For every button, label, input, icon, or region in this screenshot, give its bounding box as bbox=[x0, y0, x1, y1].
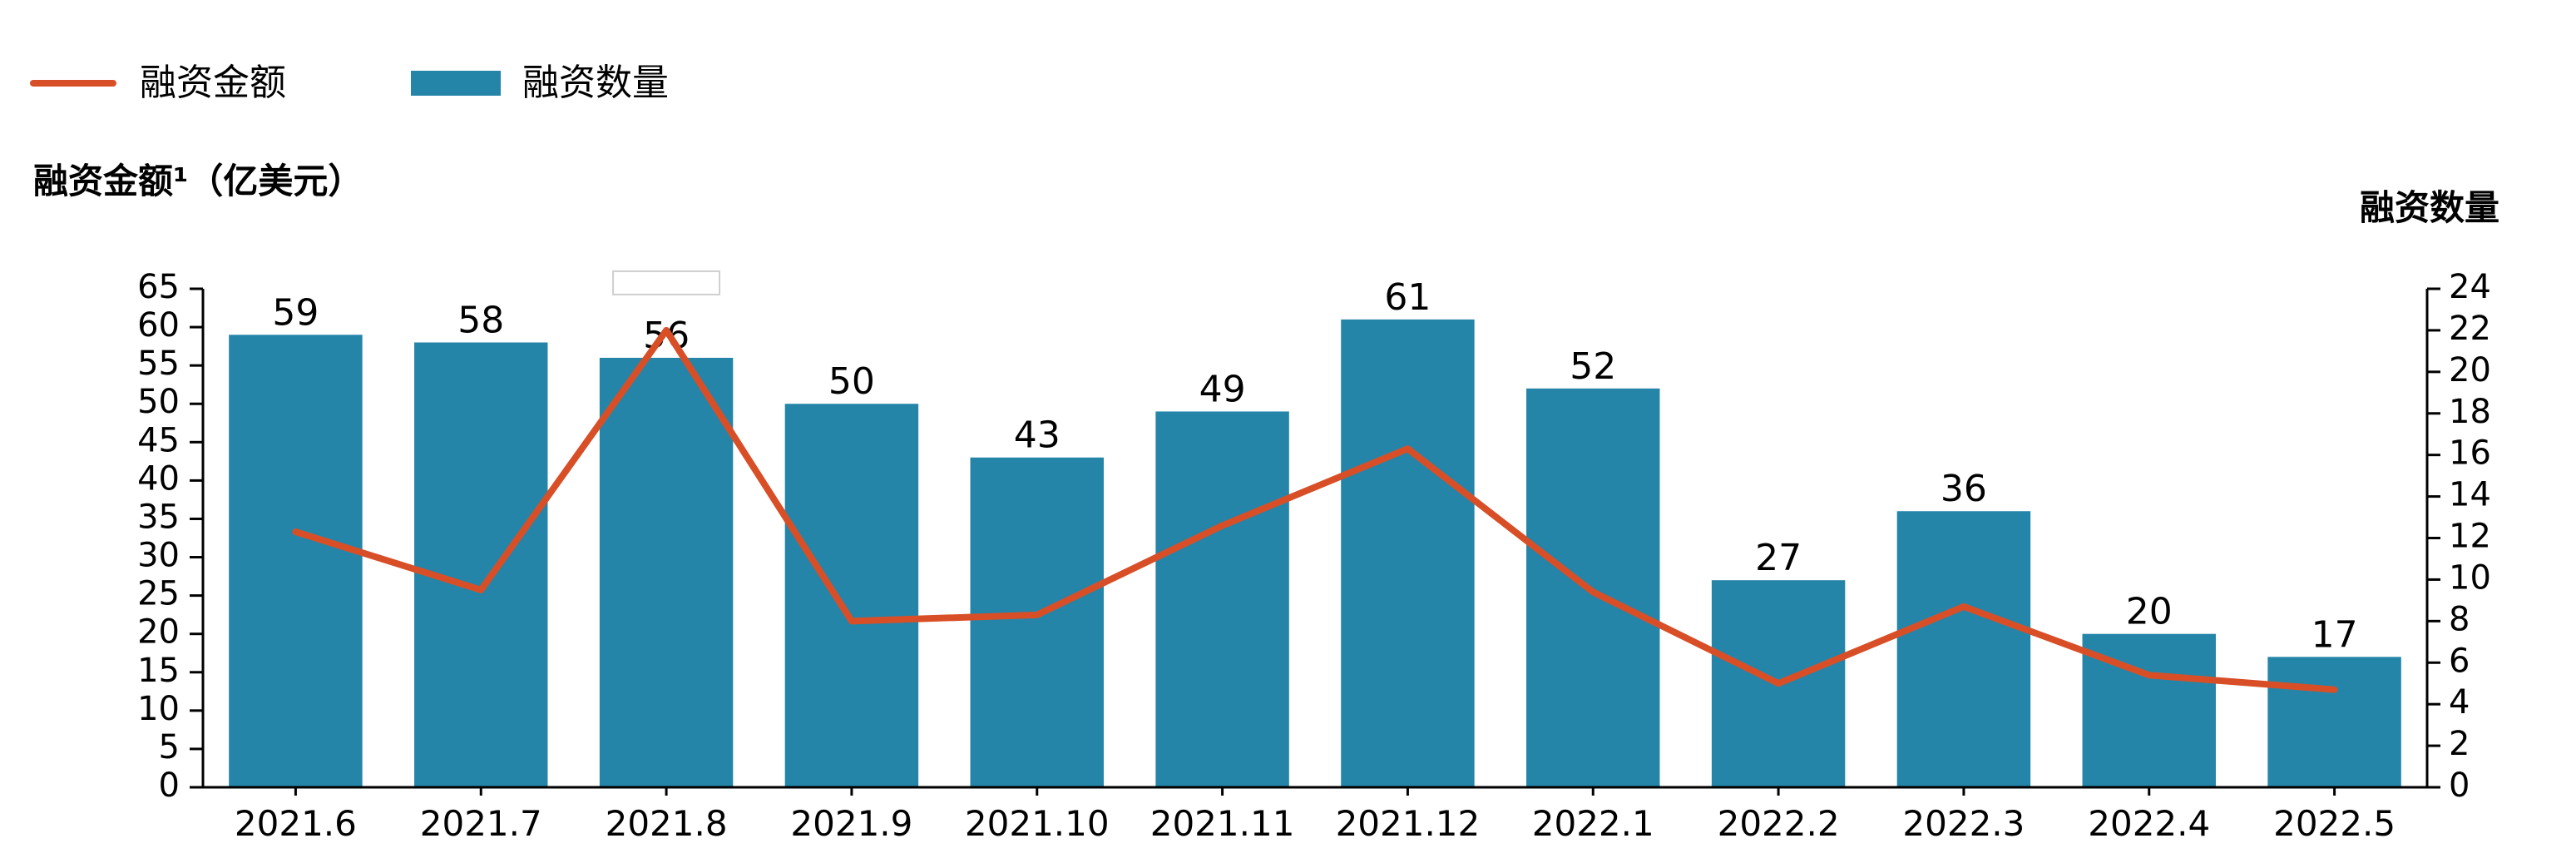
right-tick-label: 6 bbox=[2449, 642, 2470, 680]
right-tick-label: 16 bbox=[2449, 434, 2491, 473]
chart-legend: 融资金额 融资数量 bbox=[30, 58, 794, 108]
line-point bbox=[850, 620, 853, 622]
left-tick-label: 50 bbox=[137, 383, 180, 421]
legend-label-amount: 融资金额 bbox=[140, 62, 286, 104]
right-tick-label: 0 bbox=[2449, 766, 2470, 805]
x-tick-label: 2022.3 bbox=[1902, 803, 2025, 844]
line-point bbox=[665, 329, 668, 331]
bar-value-label: 43 bbox=[1014, 414, 1061, 457]
line-point bbox=[1777, 682, 1780, 685]
bar bbox=[229, 335, 363, 787]
x-tick-label: 2021.12 bbox=[1336, 803, 1481, 844]
left-tick-label: 65 bbox=[137, 268, 180, 306]
bar bbox=[784, 404, 919, 787]
legend-item-amount: 融资金额 bbox=[30, 65, 286, 102]
bar-value-label: 17 bbox=[2311, 613, 2358, 656]
right-tick-label: 18 bbox=[2449, 393, 2491, 431]
bar-value-label: 36 bbox=[1941, 468, 1987, 510]
bar bbox=[1341, 319, 1475, 787]
line-point bbox=[1962, 605, 1965, 608]
bar bbox=[2267, 657, 2401, 787]
left-tick-label: 60 bbox=[137, 306, 180, 345]
bar-value-label: 27 bbox=[1755, 537, 1802, 579]
legend-label-count: 融资数量 bbox=[522, 62, 669, 104]
data-label-box bbox=[612, 270, 721, 295]
x-tick-label: 2021.8 bbox=[606, 803, 728, 844]
left-tick-label: 20 bbox=[137, 613, 180, 652]
line-point bbox=[1221, 524, 1224, 527]
right-tick-label: 14 bbox=[2449, 476, 2491, 514]
left-tick-label: 35 bbox=[137, 498, 180, 536]
bar-value-label: 58 bbox=[457, 300, 504, 342]
bar-value-label: 20 bbox=[2126, 591, 2173, 633]
x-tick-label: 2021.6 bbox=[235, 803, 357, 844]
bar bbox=[970, 457, 1104, 787]
bar-value-label: 61 bbox=[1384, 276, 1431, 319]
right-tick-label: 2 bbox=[2449, 725, 2470, 763]
left-axis-title: 融资金额¹（亿美元） bbox=[33, 161, 363, 201]
legend-item-count: 融资数量 bbox=[411, 65, 669, 102]
left-tick-label: 45 bbox=[137, 421, 180, 459]
x-tick-label: 2021.11 bbox=[1150, 803, 1295, 844]
right-tick-label: 10 bbox=[2449, 558, 2491, 597]
left-tick-label: 30 bbox=[137, 537, 180, 575]
left-tick-label: 5 bbox=[159, 728, 180, 766]
right-tick-label: 24 bbox=[2449, 268, 2491, 306]
line-point bbox=[2148, 674, 2150, 677]
left-tick-label: 55 bbox=[137, 345, 180, 383]
x-tick-label: 2022.2 bbox=[1718, 803, 1840, 844]
bar bbox=[599, 357, 734, 787]
legend-line-swatch bbox=[30, 80, 116, 87]
line-point bbox=[1592, 591, 1595, 593]
right-axis-title: 融资数量 bbox=[2359, 187, 2499, 228]
right-tick-label: 22 bbox=[2449, 310, 2491, 348]
left-tick-label: 40 bbox=[137, 459, 180, 498]
legend-bar-swatch bbox=[411, 71, 501, 96]
x-tick-label: 2021.9 bbox=[790, 803, 912, 844]
x-tick-label: 2021.10 bbox=[965, 803, 1110, 844]
right-tick-label: 12 bbox=[2449, 518, 2491, 556]
line-point bbox=[2333, 688, 2336, 691]
bar bbox=[414, 342, 548, 787]
bar-value-label: 50 bbox=[828, 360, 875, 403]
line-point bbox=[294, 531, 297, 533]
line-point bbox=[1036, 613, 1038, 616]
bar-value-label: 59 bbox=[272, 291, 319, 334]
left-tick-label: 25 bbox=[137, 575, 180, 613]
bar bbox=[1155, 411, 1289, 787]
bar-value-label: 52 bbox=[1570, 345, 1616, 388]
x-tick-label: 2022.4 bbox=[2088, 803, 2210, 844]
x-tick-label: 2021.7 bbox=[420, 803, 542, 844]
x-tick-label: 2022.1 bbox=[1532, 803, 1654, 844]
bar bbox=[1896, 511, 2031, 787]
amount-line bbox=[292, 326, 2338, 693]
line-point bbox=[1407, 448, 1409, 450]
x-tick-label: 2022.5 bbox=[2273, 803, 2396, 844]
left-tick-label: 15 bbox=[137, 652, 180, 690]
right-tick-label: 8 bbox=[2449, 600, 2470, 638]
left-tick-label: 0 bbox=[159, 766, 180, 805]
bar-value-label: 49 bbox=[1199, 368, 1246, 410]
right-tick-label: 20 bbox=[2449, 351, 2491, 389]
right-tick-label: 4 bbox=[2449, 683, 2470, 722]
line-point bbox=[480, 588, 482, 591]
left-tick-label: 10 bbox=[137, 690, 180, 728]
